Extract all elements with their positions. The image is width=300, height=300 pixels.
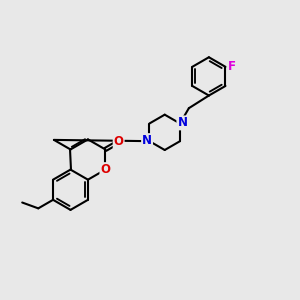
Text: N: N (177, 116, 188, 129)
Text: N: N (142, 134, 152, 147)
Text: F: F (228, 60, 236, 73)
Text: O: O (100, 163, 110, 176)
Text: O: O (114, 135, 124, 148)
